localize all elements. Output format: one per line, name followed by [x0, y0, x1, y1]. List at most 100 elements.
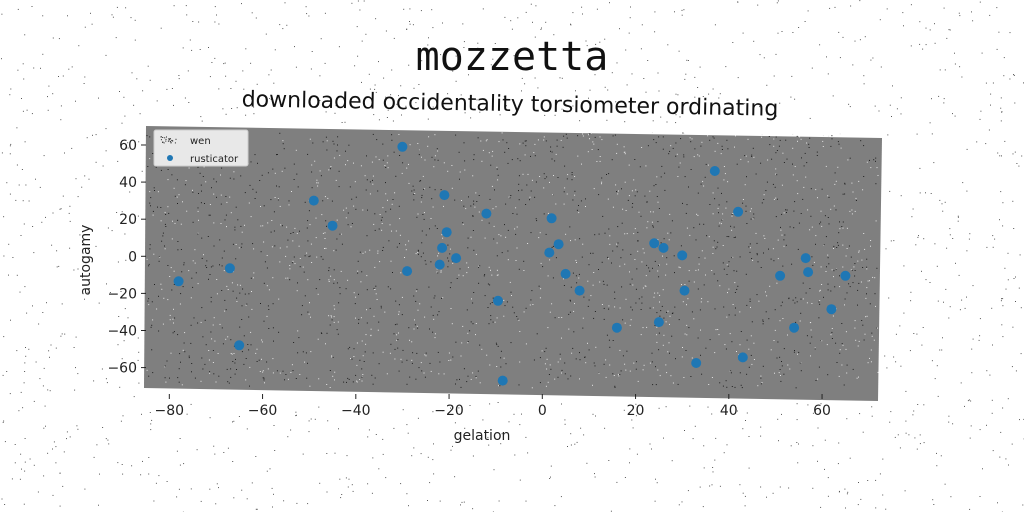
speckle-dot	[307, 220, 308, 221]
speckle-dot	[183, 286, 184, 287]
speckle-dot	[690, 376, 691, 377]
speckle-dot	[838, 245, 839, 246]
speckle-dot	[421, 242, 422, 243]
speckle-dot	[661, 176, 662, 177]
data-point	[328, 221, 338, 231]
speckle-dot	[485, 238, 486, 239]
speckle-dot	[283, 143, 284, 144]
speckle-dot	[715, 308, 716, 309]
speckle-dot	[683, 377, 684, 378]
speckle-dot	[730, 226, 731, 227]
speckle-dot	[552, 194, 553, 195]
speckle-dot	[621, 286, 622, 287]
speckle-dot	[858, 346, 859, 347]
speckle-dot	[234, 363, 235, 364]
speckle-dot	[723, 262, 724, 263]
speckle-dot	[696, 239, 697, 240]
speckle-dot	[726, 140, 727, 141]
speckle-dot	[727, 181, 728, 182]
speckle-dot	[336, 180, 337, 181]
speckle-dot	[230, 368, 231, 369]
speckle-dot	[362, 210, 363, 211]
speckle-dot	[828, 289, 829, 290]
speckle-dot	[724, 344, 725, 345]
speckle-dot	[839, 144, 840, 145]
speckle-dot	[690, 141, 691, 142]
speckle-dot	[780, 369, 781, 370]
speckle-dot	[291, 191, 292, 192]
speckle-dot	[372, 162, 373, 163]
speckle-dot	[700, 146, 701, 147]
speckle-dot	[696, 214, 697, 215]
speckle-dot	[763, 366, 764, 367]
speckle-dot	[275, 173, 276, 174]
speckle-dot	[847, 228, 848, 229]
speckle-dot	[416, 353, 417, 354]
speckle-dot	[328, 279, 329, 280]
speckle-dot	[387, 373, 388, 374]
speckle-dot	[431, 198, 432, 199]
speckle-dot	[268, 172, 269, 173]
speckle-dot	[311, 172, 312, 173]
speckle-dot	[867, 162, 868, 163]
speckle-dot	[381, 230, 382, 231]
speckle-dot	[330, 276, 331, 277]
speckle-dot	[151, 327, 152, 328]
speckle-dot	[682, 203, 683, 204]
speckle-dot	[687, 298, 688, 299]
speckle-dot	[731, 257, 732, 258]
speckle-dot	[697, 154, 698, 155]
speckle-dot	[688, 327, 689, 328]
speckle-dot	[419, 154, 420, 155]
speckle-dot	[251, 344, 252, 345]
speckle-dot	[734, 270, 735, 271]
speckle-dot	[316, 237, 317, 238]
speckle-dot	[239, 327, 240, 328]
speckle-dot	[493, 298, 494, 299]
speckle-dot	[817, 379, 818, 380]
speckle-dot	[414, 190, 415, 191]
speckle-dot	[463, 275, 464, 276]
speckle-dot	[780, 140, 781, 141]
speckle-dot	[682, 347, 683, 348]
speckle-dot	[839, 221, 840, 222]
speckle-dot	[780, 227, 781, 228]
speckle-dot	[396, 340, 397, 341]
speckle-dot	[330, 168, 331, 169]
speckle-dot	[633, 363, 634, 364]
speckle-dot	[878, 372, 879, 373]
speckle-dot	[346, 382, 347, 383]
data-point	[738, 352, 748, 362]
speckle-dot	[408, 327, 409, 328]
speckle-dot	[406, 360, 407, 361]
speckle-dot	[364, 361, 365, 362]
speckle-dot	[395, 301, 396, 302]
speckle-dot	[438, 352, 439, 353]
speckle-dot	[192, 192, 193, 193]
speckle-dot	[218, 353, 219, 354]
speckle-dot	[213, 325, 214, 326]
speckle-dot	[379, 159, 380, 160]
data-point	[547, 213, 557, 223]
speckle-dot	[297, 290, 298, 291]
speckle-dot	[564, 191, 565, 192]
speckle-dot	[757, 254, 758, 255]
speckle-dot	[150, 205, 151, 206]
speckle-dot	[595, 365, 596, 366]
speckle-dot	[664, 238, 665, 239]
speckle-dot	[768, 249, 769, 250]
speckle-dot	[360, 281, 361, 282]
speckle-dot	[205, 181, 206, 182]
speckle-dot	[278, 199, 279, 200]
speckle-dot	[467, 247, 468, 248]
speckle-dot	[223, 343, 224, 344]
speckle-dot	[609, 340, 610, 341]
speckle-dot	[734, 237, 735, 238]
speckle-dot	[868, 362, 869, 363]
speckle-dot	[652, 222, 653, 223]
data-point	[710, 166, 720, 176]
speckle-dot	[608, 305, 609, 306]
speckle-dot	[750, 299, 751, 300]
speckle-dot	[318, 182, 319, 183]
speckle-dot	[492, 186, 493, 187]
